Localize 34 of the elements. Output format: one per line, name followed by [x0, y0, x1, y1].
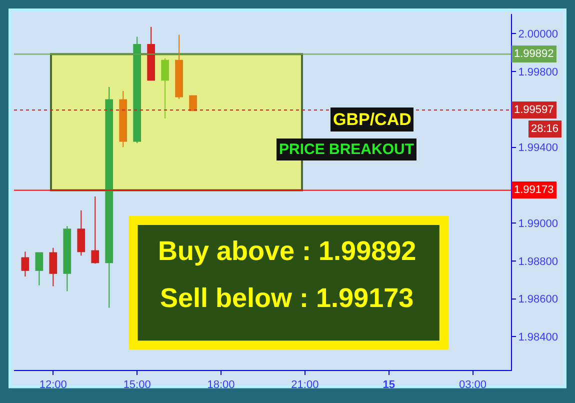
- candlestick: [189, 95, 197, 112]
- y-tick-label: 2.00000: [518, 28, 558, 41]
- candlestick: [91, 196, 100, 264]
- y-tick-label: 1.98800: [518, 256, 558, 268]
- y-tick-label: 1.98400: [518, 332, 558, 344]
- ref-line-label: 1.99892: [514, 48, 554, 60]
- annotation: Sell below : 1.99173: [160, 283, 414, 313]
- y-tick-label: 1.99400: [518, 142, 558, 154]
- candlestick: [21, 251, 30, 277]
- ref-line-label: 1.99597: [514, 104, 554, 116]
- candlestick: [147, 26, 155, 81]
- y-tick-label: 1.98600: [518, 294, 558, 306]
- annotation: GBP/CAD: [333, 110, 412, 129]
- candlestick: [105, 86, 114, 308]
- x-tick-label: 15: [382, 379, 395, 392]
- y-tick-label: 1.99800: [518, 66, 558, 78]
- annotation: Buy above : 1.99892: [158, 236, 416, 266]
- x-tick-label: 12:00: [39, 379, 67, 392]
- x-tick-label: 03:00: [459, 379, 487, 392]
- x-tick-label: 18:00: [207, 379, 235, 392]
- ref-line-label: 1.99173: [514, 184, 554, 196]
- candlestick: [49, 247, 58, 287]
- candlestick: [133, 36, 142, 144]
- y-tick-label: 1.99000: [518, 218, 558, 230]
- x-tick-label: 21:00: [291, 379, 319, 392]
- annotation: PRICE BREAKOUT: [279, 141, 414, 158]
- x-tick-label: 15:00: [123, 379, 151, 392]
- candlestick: [161, 58, 169, 120]
- candlestick: [35, 252, 44, 286]
- candlestick: [77, 210, 86, 256]
- candlestick: [63, 226, 72, 292]
- candlestick: [175, 34, 183, 100]
- candlestick: [119, 90, 128, 148]
- text: 28:16: [531, 123, 559, 135]
